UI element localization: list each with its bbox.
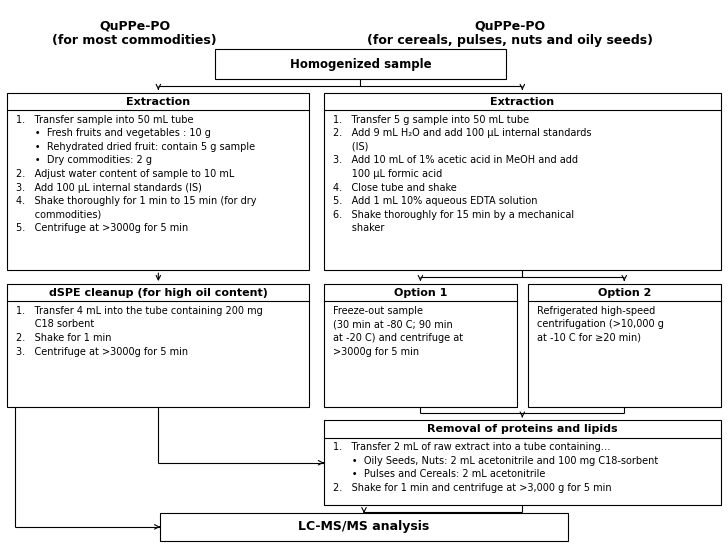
Text: 1.   Transfer 5 g sample into 50 mL tube
2.   Add 9 mL H₂O and add 100 μL intern: 1. Transfer 5 g sample into 50 mL tube 2…: [333, 115, 591, 234]
Text: dSPE cleanup (for high oil content): dSPE cleanup (for high oil content): [49, 288, 268, 298]
Bar: [324, 284, 517, 407]
Text: Extraction: Extraction: [490, 97, 555, 106]
Bar: [7, 284, 309, 407]
Text: Homogenized sample: Homogenized sample: [290, 58, 431, 70]
Bar: [215, 49, 506, 79]
Text: 1.   Transfer 2 mL of raw extract into a tube containing…
      •  Oily Seeds, N: 1. Transfer 2 mL of raw extract into a t…: [333, 442, 658, 493]
Text: QuPPe-PO
(for most commodities): QuPPe-PO (for most commodities): [52, 19, 217, 47]
Bar: [528, 284, 721, 407]
Bar: [324, 93, 721, 270]
Text: Option 2: Option 2: [598, 288, 651, 298]
Text: Removal of proteins and lipids: Removal of proteins and lipids: [427, 424, 617, 434]
Bar: [160, 513, 568, 541]
Text: Option 1: Option 1: [394, 288, 447, 298]
Bar: [324, 420, 721, 505]
Text: Extraction: Extraction: [126, 97, 191, 106]
Text: Refrigerated high-speed
centrifugation (>10,000 g
at -10 C for ≥20 min): Refrigerated high-speed centrifugation (…: [537, 306, 663, 343]
Text: 1.   Transfer 4 mL into the tube containing 200 mg
      C18 sorbent
2.   Shake : 1. Transfer 4 mL into the tube containin…: [16, 306, 263, 357]
Bar: [7, 93, 309, 270]
Text: LC-MS/MS analysis: LC-MS/MS analysis: [298, 520, 430, 533]
Text: QuPPe-PO
(for cereals, pulses, nuts and oily seeds): QuPPe-PO (for cereals, pulses, nuts and …: [367, 19, 652, 47]
Text: Freeze-out sample
(30 min at -80 C; 90 min
at -20 C) and centrifuge at
>3000g fo: Freeze-out sample (30 min at -80 C; 90 m…: [333, 306, 463, 357]
Text: 1.   Transfer sample into 50 mL tube
      •  Fresh fruits and vegetables : 10 g: 1. Transfer sample into 50 mL tube • Fre…: [16, 115, 256, 234]
